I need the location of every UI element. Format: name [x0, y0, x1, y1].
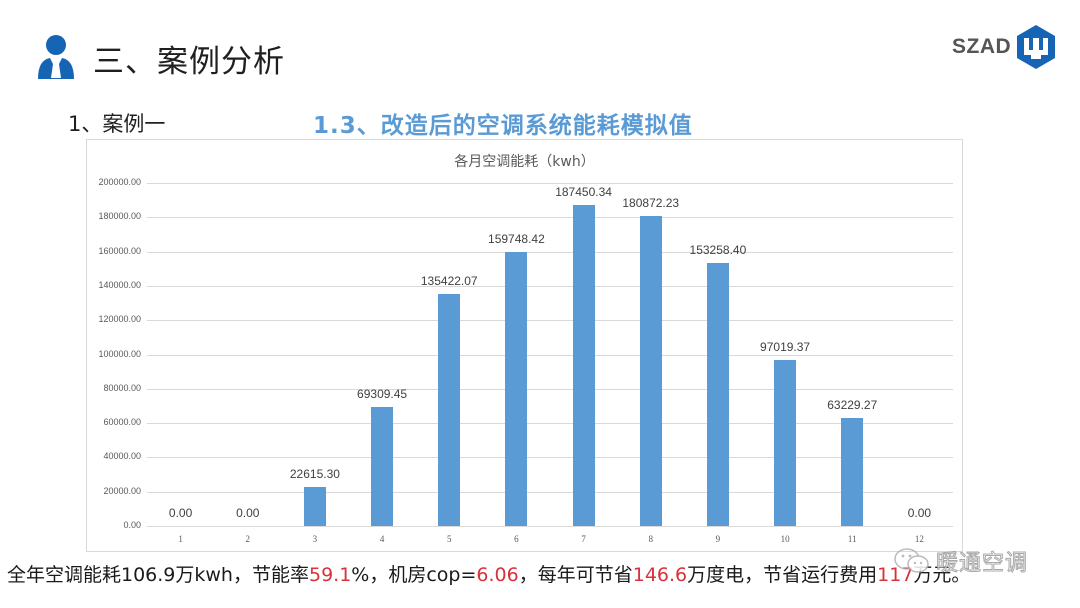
bar-month-11	[841, 417, 864, 526]
gridline	[147, 251, 953, 253]
monthly-energy-chart: 各月空调能耗（kwh） 0.00 20000.00 40000.00 60000.00…	[86, 139, 963, 552]
x-axis-tick-label: 4	[379, 534, 385, 544]
bar-month-10	[774, 359, 797, 526]
x-axis-tick-label: 5	[447, 534, 452, 544]
bar-month-5	[438, 293, 461, 526]
bar-month-6	[505, 252, 528, 526]
watermark: 暖通空调	[892, 545, 1028, 577]
gridline	[147, 183, 953, 184]
x-axis-tick-label: 10	[780, 534, 790, 544]
gridline	[147, 285, 953, 287]
section-title: 三、案例分析	[93, 44, 285, 80]
chart-title: 各月空调能耗（kwh）	[454, 154, 595, 170]
x-axis-tick-label: 1	[178, 534, 183, 544]
bar-month-7	[572, 204, 595, 526]
bar-value-label: 0.00	[907, 506, 932, 520]
bar-value-label: 69309.45	[357, 387, 408, 402]
x-axis-tick-label: 11	[847, 534, 857, 544]
y-axis-tick-label: 160000.00	[98, 245, 141, 256]
y-axis-tick-label: 140000.00	[98, 279, 141, 290]
wechat-icon	[894, 548, 929, 573]
bar-value-label: 0.00	[236, 506, 260, 520]
szad-hexagon-logo-icon	[1017, 25, 1056, 69]
case-label: 1、案例一	[68, 112, 166, 136]
highlighted-value: 6.06	[476, 564, 519, 586]
bar-value-label: 187450.34	[555, 184, 612, 199]
caption-text: 万元。	[913, 564, 971, 586]
y-axis-tick-label: 100000.00	[98, 348, 141, 359]
gridline	[147, 217, 953, 219]
gridline	[147, 354, 953, 356]
bar-month-4	[371, 407, 394, 526]
bar-value-label: 0.00	[168, 506, 193, 520]
x-axis-tick-label: 3	[312, 534, 318, 544]
caption-text: %，机房cop=	[351, 564, 477, 586]
bar-month-3	[303, 487, 326, 526]
summary-caption: 全年空调能耗106.9万kwh，节能率59.1%，机房cop=6.06，每年可节…	[7, 560, 970, 587]
bar-value-label: 63229.27	[827, 397, 878, 412]
x-axis-tick-label: 2	[245, 534, 251, 544]
plot-area: 0.00 20000.00 40000.00 60000.00 80000.00 1000…	[87, 140, 962, 551]
person-icon	[38, 35, 74, 79]
y-axis-tick-label: 80000.00	[103, 382, 141, 393]
watermark-text: 暖通空调	[935, 551, 1029, 577]
y-axis-tick-label: 20000.00	[103, 485, 141, 496]
gridline	[147, 320, 953, 322]
x-axis-tick-label: 7	[581, 534, 586, 544]
logo-text: SZAD	[952, 35, 1012, 58]
y-axis-tick-label: 120000.00	[98, 314, 141, 325]
x-axis-tick-label: 9	[715, 534, 721, 544]
gridline	[147, 388, 953, 390]
szad-logo: SZAD	[952, 24, 1057, 70]
bar-value-label: 159748.42	[488, 232, 545, 247]
bar-month-9	[706, 263, 729, 526]
bar-value-label: 180872.23	[622, 195, 680, 210]
caption-text: ，每年可节省	[518, 564, 633, 586]
gridline	[147, 457, 953, 459]
bar-month-8	[639, 215, 662, 526]
y-axis-tick-label: 40000.00	[103, 451, 141, 462]
gridline	[147, 526, 953, 527]
bar-value-label: 153258.40	[689, 243, 747, 258]
highlighted-value: 146.6	[632, 564, 688, 586]
bar-value-label: 97019.37	[760, 339, 811, 354]
highlighted-value: 59.1	[308, 564, 352, 586]
y-axis-tick-label: 180000.00	[98, 211, 141, 222]
chart-section-subtitle: 1.3、改造后的空调系统能耗模拟值	[313, 113, 693, 139]
bar-value-label: 135422.07	[420, 273, 478, 288]
y-axis-tick-label: 60000.00	[103, 417, 141, 428]
bar-value-label: 22615.30	[289, 467, 340, 482]
x-axis-tick-label: 6	[514, 534, 519, 544]
caption-text: 万度电，节省运行费用	[687, 564, 878, 586]
x-axis-tick-label: 12	[914, 534, 924, 544]
x-axis-tick-label: 8	[648, 534, 654, 544]
gridline	[147, 491, 953, 493]
y-axis-tick-label: 200000.00	[98, 177, 141, 187]
gridline	[147, 423, 953, 425]
caption-text: 全年空调能耗106.9万kwh，节能率	[7, 564, 309, 586]
y-axis-tick-label: 0.00	[123, 520, 141, 530]
